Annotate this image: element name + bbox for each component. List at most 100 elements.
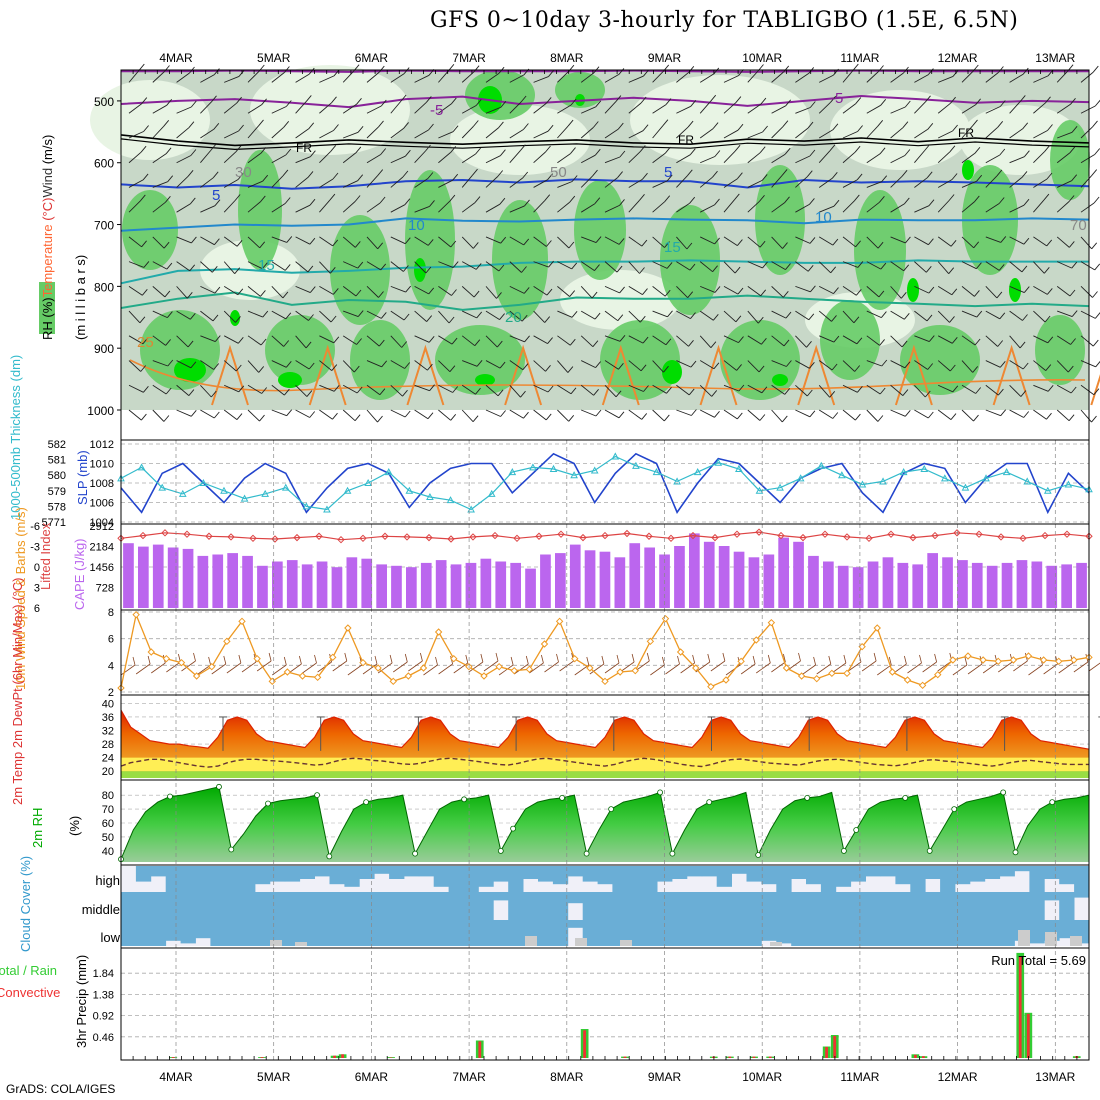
wind-barb <box>1033 384 1049 392</box>
wind-barb <box>581 409 597 417</box>
wind-barb <box>914 261 927 273</box>
cloud-bar <box>925 920 941 946</box>
wind-barb-flag <box>712 170 718 178</box>
wind-barb-flag <box>1022 362 1029 370</box>
wind-barb-flag <box>236 96 242 104</box>
wind-barb <box>866 360 882 367</box>
wind-barb <box>342 360 355 373</box>
wind-barb-flag <box>619 335 626 342</box>
wind-barb <box>200 205 216 213</box>
wind-barb-10m <box>408 660 423 672</box>
precip-conv-bar <box>341 1054 344 1058</box>
wind-barb-flag <box>188 389 195 396</box>
wind-barb <box>461 286 475 298</box>
wind-barb-flag <box>1071 174 1078 181</box>
wind-barb <box>438 236 452 248</box>
wind-speed-marker <box>208 662 216 671</box>
wind-barb <box>247 201 261 213</box>
wind-barb <box>961 201 975 213</box>
wind-speed-marker <box>843 669 851 678</box>
wind-barb-flag <box>857 261 864 268</box>
wind-barb-flag <box>258 366 265 373</box>
wind-barb <box>676 286 689 299</box>
wind-barb-flag <box>1091 169 1098 176</box>
wind-barb-flag <box>856 173 863 181</box>
lifted-index-marker <box>733 530 741 538</box>
cape-bar <box>152 544 164 608</box>
isotherm-label: 10 <box>408 217 425 234</box>
wind-barb-flag <box>380 263 387 271</box>
rh-marker <box>497 848 504 854</box>
thickness-marker <box>220 486 228 494</box>
wind-barb <box>795 310 810 321</box>
wind-barb-flag <box>1047 124 1053 131</box>
thickness-tick: 578 <box>48 501 66 513</box>
thickness-marker <box>673 477 681 485</box>
precip-conv-bar <box>1026 1013 1030 1058</box>
cloud-gap <box>575 938 587 946</box>
wind-barb-flag <box>951 288 958 296</box>
wind-barb <box>628 310 641 323</box>
wind-barb-10m-flag <box>420 652 423 662</box>
wind-barb-flag <box>547 124 554 132</box>
wind-barb-flag <box>378 339 385 347</box>
precip-tick: 0.92 <box>93 1011 114 1023</box>
rh-saturated-region <box>174 358 206 382</box>
wind-barb <box>1009 101 1021 114</box>
thickness-tick: 581 <box>48 455 66 467</box>
cape-bar <box>212 554 224 608</box>
wind-barb-flag <box>332 412 338 420</box>
cloud-bar <box>835 866 852 887</box>
wind-barb <box>176 175 189 188</box>
cloud-bar <box>984 920 1001 946</box>
wind-barb-flag <box>761 338 767 345</box>
wind-barb-flag <box>714 411 720 418</box>
wind-barb-flag <box>1071 261 1078 269</box>
upper-air-unit-label: (m i l l i b a r s) <box>73 255 88 340</box>
wind-barb-flag <box>520 390 526 398</box>
wind-barb <box>866 104 881 114</box>
panel-frame <box>120 947 1090 1061</box>
wind-barb <box>1080 384 1095 396</box>
cape-bar <box>1001 562 1013 608</box>
wind-barb-flag <box>191 236 197 244</box>
rh-saturated-region <box>662 360 682 384</box>
wind-barb-flag <box>1092 339 1099 347</box>
wind-speed-marker <box>661 614 670 623</box>
wind-barb-10m-flag <box>374 655 378 665</box>
cloud-bar <box>910 892 926 920</box>
cloud-bar <box>552 892 569 920</box>
wind-barb <box>1033 102 1046 114</box>
wind-barb-flag <box>546 288 553 296</box>
wind-barb <box>723 360 737 371</box>
wind-barb <box>509 205 525 213</box>
cloud-bar <box>493 920 509 946</box>
wind-barb <box>985 286 998 299</box>
wind-barb-flag <box>830 95 837 103</box>
lifted-index-marker <box>975 530 983 538</box>
wind-barb <box>390 384 403 397</box>
wind-barb <box>271 310 287 320</box>
cloud-bar <box>1074 866 1090 892</box>
wind-barb-flag <box>998 264 1005 271</box>
wind-barb <box>819 205 835 213</box>
wind-barb-flag <box>307 265 314 273</box>
wind-barb-10m <box>740 663 756 675</box>
cloud-bar <box>597 892 613 920</box>
wind-barb <box>557 70 570 83</box>
wind-barb-10m-flag <box>646 652 650 662</box>
wind-barb <box>985 409 1001 417</box>
wind-barb <box>176 236 192 244</box>
cloud-bar <box>1059 892 1075 920</box>
wind-barb <box>890 335 903 348</box>
wind-barb-flag <box>1021 265 1028 273</box>
thickness-marker <box>961 483 970 491</box>
wind-barb <box>343 310 359 318</box>
wind-barb <box>128 409 142 421</box>
wind-barb <box>485 335 498 348</box>
wind-barb-flag <box>473 290 480 298</box>
cloud-row-label: low <box>100 930 120 945</box>
wind-barb <box>533 200 546 213</box>
wind-barb <box>866 409 879 422</box>
cloud-bar <box>731 920 747 946</box>
